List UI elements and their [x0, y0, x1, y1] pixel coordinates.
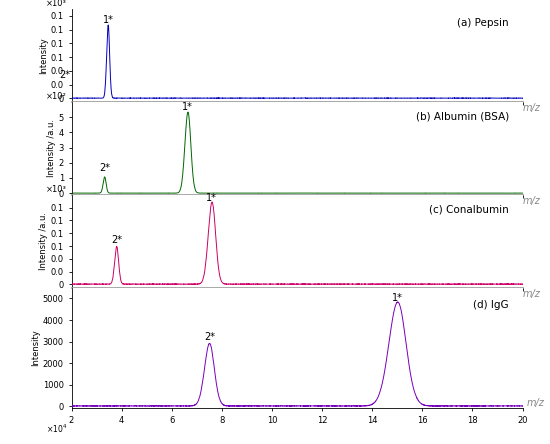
Text: 1*: 1* — [206, 193, 217, 203]
Text: $\times10^4$: $\times10^4$ — [46, 423, 67, 436]
Y-axis label: Intensity /a.u.: Intensity /a.u. — [47, 119, 56, 177]
Y-axis label: Intensity /a.u.: Intensity /a.u. — [39, 212, 48, 270]
Text: (d) IgG: (d) IgG — [474, 300, 509, 310]
Text: 2*: 2* — [111, 235, 122, 245]
Text: 1*: 1* — [182, 103, 193, 112]
Y-axis label: Intensity: Intensity — [39, 37, 48, 74]
Text: ×10²: ×10² — [46, 92, 67, 101]
Text: 2*: 2* — [204, 332, 215, 342]
Text: (c) Conalbumin: (c) Conalbumin — [429, 204, 509, 214]
Text: 2*: 2* — [59, 70, 70, 80]
Text: m/z: m/z — [527, 398, 545, 408]
Text: 1*: 1* — [103, 15, 113, 25]
Text: (b) Albumin (BSA): (b) Albumin (BSA) — [416, 111, 509, 121]
Text: (a) Pepsin: (a) Pepsin — [458, 18, 509, 28]
Text: m/z: m/z — [522, 103, 540, 113]
Text: m/z: m/z — [522, 289, 540, 299]
Text: ×10³: ×10³ — [46, 185, 67, 194]
Y-axis label: Intensity: Intensity — [31, 330, 40, 366]
Text: 2*: 2* — [99, 163, 110, 174]
Text: ×10³: ×10³ — [46, 0, 67, 8]
Text: 1*: 1* — [392, 293, 403, 303]
Text: m/z: m/z — [522, 196, 540, 206]
